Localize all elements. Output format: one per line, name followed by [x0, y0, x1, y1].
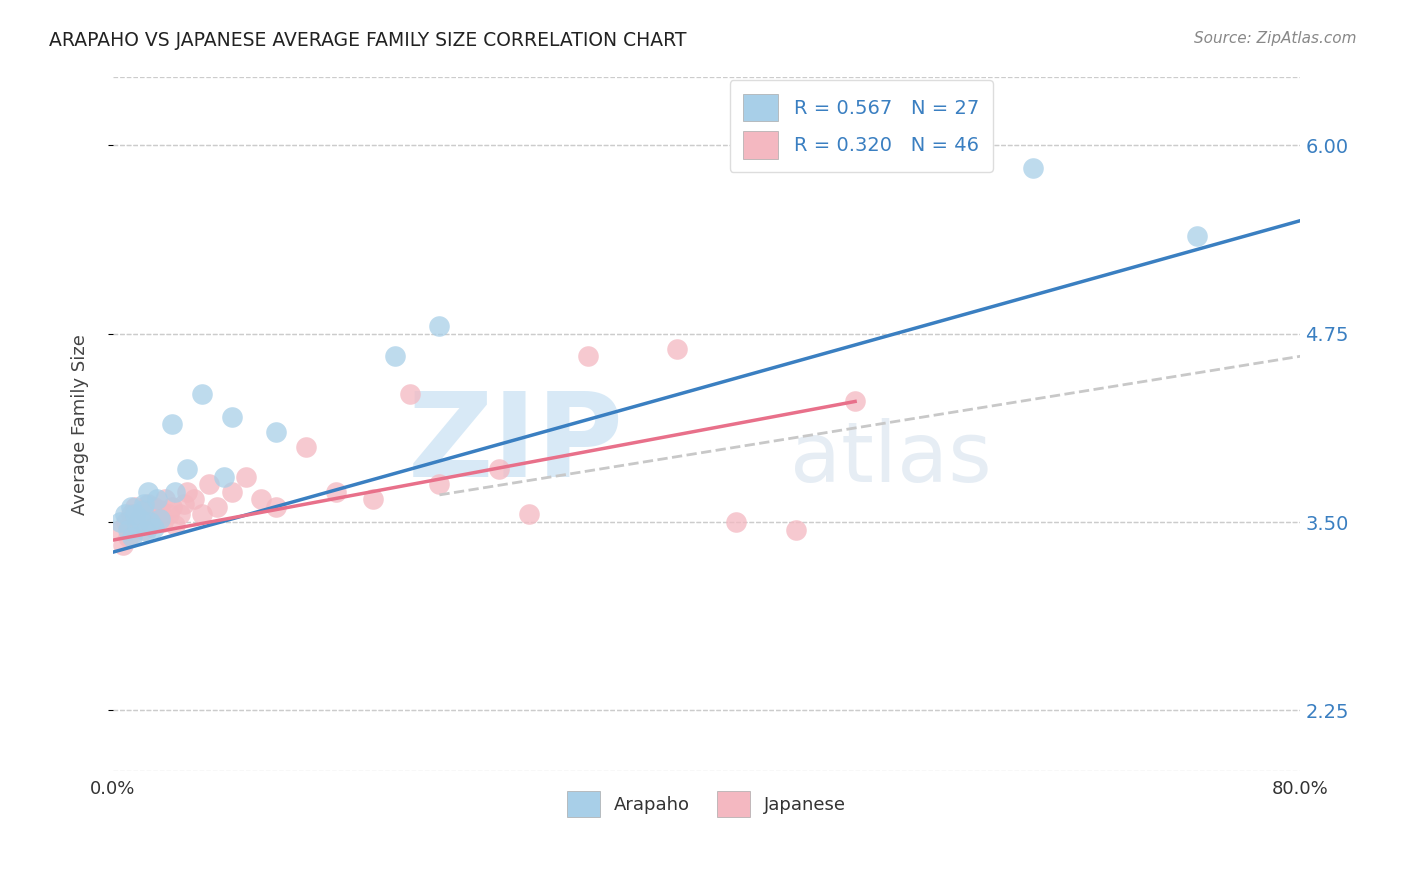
- Point: [725, 515, 748, 529]
- Point: [517, 508, 540, 522]
- Point: [191, 387, 214, 401]
- Point: [1022, 161, 1045, 175]
- Point: [128, 512, 150, 526]
- Point: [488, 462, 510, 476]
- Point: [132, 497, 155, 511]
- Legend: Arapaho, Japanese: Arapaho, Japanese: [560, 784, 853, 824]
- Point: [149, 512, 172, 526]
- Point: [110, 523, 132, 537]
- Point: [117, 530, 139, 544]
- Point: [138, 497, 160, 511]
- Point: [160, 417, 183, 431]
- Point: [124, 508, 146, 522]
- Point: [221, 484, 243, 499]
- Point: [191, 508, 214, 522]
- Point: [429, 477, 451, 491]
- Point: [139, 515, 162, 529]
- Point: [114, 508, 136, 522]
- Point: [295, 440, 318, 454]
- Point: [128, 512, 150, 526]
- Point: [125, 518, 148, 533]
- Point: [146, 492, 169, 507]
- Point: [785, 523, 807, 537]
- Point: [131, 508, 153, 522]
- Text: Source: ZipAtlas.com: Source: ZipAtlas.com: [1194, 31, 1357, 46]
- Point: [110, 515, 132, 529]
- Point: [576, 349, 599, 363]
- Point: [169, 508, 191, 522]
- Point: [115, 515, 138, 529]
- Point: [361, 492, 384, 507]
- Point: [152, 515, 174, 529]
- Point: [141, 508, 163, 522]
- Point: [165, 518, 187, 533]
- Point: [384, 349, 406, 363]
- Point: [264, 425, 287, 439]
- Point: [198, 477, 221, 491]
- Point: [146, 512, 169, 526]
- Point: [153, 492, 176, 507]
- Point: [132, 523, 155, 537]
- Point: [121, 527, 143, 541]
- Point: [157, 508, 180, 522]
- Point: [212, 470, 235, 484]
- Point: [398, 387, 420, 401]
- Point: [117, 523, 139, 537]
- Point: [176, 462, 198, 476]
- Point: [665, 342, 688, 356]
- Y-axis label: Average Family Size: Average Family Size: [72, 334, 89, 515]
- Point: [134, 515, 156, 529]
- Point: [120, 508, 142, 522]
- Point: [143, 500, 166, 514]
- Point: [124, 500, 146, 514]
- Point: [139, 518, 162, 533]
- Point: [205, 500, 228, 514]
- Point: [120, 500, 142, 514]
- Point: [165, 484, 187, 499]
- Point: [235, 470, 257, 484]
- Point: [125, 518, 148, 533]
- Point: [134, 524, 156, 538]
- Text: ZIP: ZIP: [408, 387, 623, 502]
- Point: [143, 521, 166, 535]
- Text: atlas: atlas: [790, 418, 991, 500]
- Point: [121, 530, 143, 544]
- Point: [138, 484, 160, 499]
- Point: [325, 484, 347, 499]
- Text: ARAPAHO VS JAPANESE AVERAGE FAMILY SIZE CORRELATION CHART: ARAPAHO VS JAPANESE AVERAGE FAMILY SIZE …: [49, 31, 686, 50]
- Point: [176, 484, 198, 499]
- Point: [250, 492, 273, 507]
- Point: [131, 503, 153, 517]
- Point: [173, 497, 195, 511]
- Point: [429, 319, 451, 334]
- Point: [112, 538, 135, 552]
- Point: [149, 503, 172, 517]
- Point: [221, 409, 243, 424]
- Point: [160, 500, 183, 514]
- Point: [183, 492, 205, 507]
- Point: [1185, 228, 1208, 243]
- Point: [264, 500, 287, 514]
- Point: [844, 394, 866, 409]
